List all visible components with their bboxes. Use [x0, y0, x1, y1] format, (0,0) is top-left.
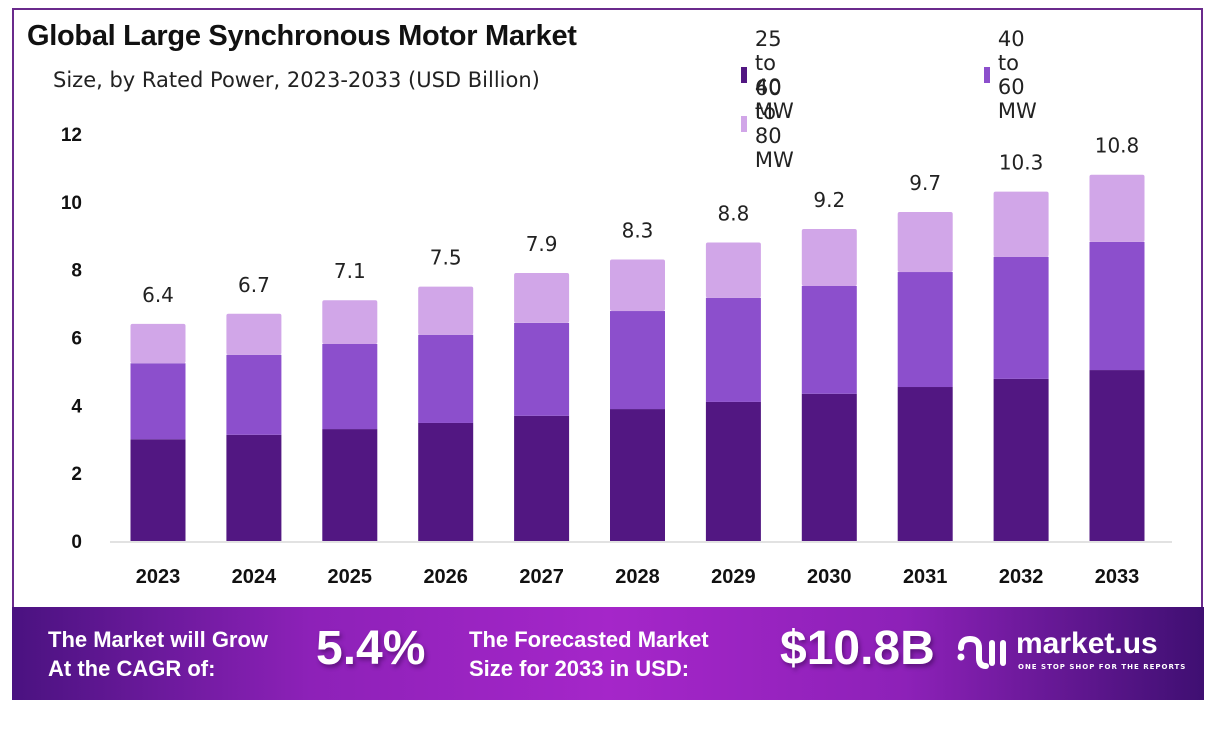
x-tick-label: 2029: [711, 566, 756, 588]
bar-segment-40-to-60-mw-2024: [226, 354, 282, 435]
bar-segment-40-to-60-mw-2023: [130, 363, 186, 440]
data-label-total-2029: 8.8: [717, 202, 749, 226]
bar-segment-60-to-80-mw-2033: [1089, 174, 1145, 242]
y-tick-label: 8: [71, 261, 82, 282]
legend-swatch: [984, 67, 990, 83]
data-label-total-2026: 7.5: [430, 246, 462, 270]
chart-subtitle: Size, by Rated Power, 2023-2033 (USD Bil…: [53, 68, 540, 92]
x-tick-label: 2028: [615, 566, 660, 588]
data-label-total-2023: 6.4: [142, 283, 174, 307]
bar-segment-40-to-60-mw-2029: [705, 297, 761, 402]
x-tick-label: 2026: [423, 566, 468, 588]
x-tick-label: 2033: [1095, 566, 1140, 588]
bar-segment-40-to-60-mw-2027: [514, 322, 570, 416]
bar-segment-25-to-40-mw-2032: [993, 378, 1049, 541]
legend-label: 25 to 40 MW: [754, 27, 794, 123]
summary-banner: The Market will Grow At the CAGR of: 5.4…: [12, 607, 1204, 700]
cagr-label-line1: The Market will Grow: [48, 627, 269, 652]
y-tick-label: 4: [71, 396, 82, 417]
bar-segment-25-to-40-mw-2030: [801, 393, 857, 541]
bar-segment-60-to-80-mw-2027: [514, 273, 570, 323]
bar-segment-25-to-40-mw-2026: [418, 422, 474, 541]
data-label-total-2033: 10.8: [1095, 134, 1140, 158]
stacked-bar-chart: 0 2 4 6 8 10 12 6.4 2023 6.7 2024 7.1 2025 7.5 2026 7.9…: [61, 125, 1172, 588]
data-label-total-2032: 10.3: [999, 151, 1044, 175]
bar-segment-60-to-80-mw-2026: [418, 286, 474, 335]
legend-label: 60 to 80 MW: [754, 76, 794, 172]
x-tick-label: 2032: [999, 566, 1044, 588]
forecast-value: $10.8B: [780, 622, 935, 675]
x-tick-label: 2025: [328, 566, 373, 588]
bar-segment-60-to-80-mw-2032: [993, 191, 1049, 257]
bar-segment-40-to-60-mw-2033: [1089, 241, 1145, 371]
logo-tagline: ONE STOP SHOP FOR THE REPORTS: [1018, 663, 1187, 671]
bar-segment-25-to-40-mw-2025: [322, 429, 378, 541]
x-tick-label: 2030: [807, 566, 852, 588]
bar-segment-40-to-60-mw-2030: [801, 285, 857, 394]
bar-segment-60-to-80-mw-2030: [801, 228, 857, 286]
x-tick-label: 2027: [519, 566, 564, 588]
bar-segment-25-to-40-mw-2027: [514, 415, 570, 541]
bar-segment-25-to-40-mw-2029: [705, 401, 761, 541]
legend-item-40-60mw: 40 to 60 MW: [984, 27, 1047, 123]
bar-segment-60-to-80-mw-2023: [130, 323, 186, 364]
bar-segment-25-to-40-mw-2023: [130, 439, 186, 541]
cagr-value: 5.4%: [316, 622, 426, 675]
bar-segment-60-to-80-mw-2031: [897, 212, 953, 273]
forecast-label-line1: The Forecasted Market: [469, 627, 709, 652]
data-label-total-2031: 9.7: [909, 171, 941, 195]
x-tick-label: 2031: [903, 566, 948, 588]
y-tick-label: 10: [61, 193, 82, 214]
bar-segment-25-to-40-mw-2024: [226, 434, 282, 541]
bar-segment-40-to-60-mw-2028: [610, 311, 665, 410]
bar-segment-25-to-40-mw-2033: [1089, 370, 1145, 541]
data-label-total-2024: 6.7: [238, 273, 270, 297]
bar-segment-60-to-80-mw-2024: [226, 313, 282, 355]
bar-segment-40-to-60-mw-2026: [418, 334, 474, 423]
chart-title: Global Large Synchronous Motor Market: [27, 20, 577, 52]
y-tick-label: 0: [71, 532, 82, 553]
data-label-total-2028: 8.3: [622, 218, 654, 242]
bar-segment-40-to-60-mw-2031: [897, 272, 953, 388]
y-tick-label: 12: [61, 125, 82, 146]
cagr-label: The Market will Grow At the CAGR of:: [48, 625, 268, 683]
legend-label: 40 to 60 MW: [997, 27, 1037, 123]
data-label-total-2027: 7.9: [526, 232, 558, 256]
legend-swatch: [741, 116, 747, 132]
forecast-label: The Forecasted Market Size for 2033 in U…: [469, 625, 709, 683]
logo-name: market.us: [1016, 627, 1158, 660]
data-label-total-2030: 9.2: [813, 188, 845, 212]
data-label-total-2025: 7.1: [334, 259, 366, 283]
market-us-logo-icon: [957, 635, 1006, 669]
bar-segment-60-to-80-mw-2025: [322, 300, 378, 344]
cagr-label-line2: At the CAGR of:: [48, 656, 216, 681]
forecast-label-line2: Size for 2033 in USD:: [469, 656, 690, 681]
x-tick-label: 2024: [232, 566, 277, 588]
legend-item-60-80mw: 60 to 80 MW: [741, 76, 804, 172]
y-tick-label: 2: [71, 464, 82, 485]
legend-swatch: [741, 67, 747, 83]
bar-segment-60-to-80-mw-2029: [705, 242, 761, 298]
y-tick-label: 6: [71, 329, 82, 350]
x-tick-label: 2023: [136, 566, 181, 588]
bar-segment-40-to-60-mw-2032: [993, 256, 1049, 379]
legend-item-25-40mw: 25 to 40 MW: [741, 27, 804, 123]
bar-segment-60-to-80-mw-2028: [610, 259, 665, 312]
bar-segment-25-to-40-mw-2031: [897, 387, 953, 541]
bar-segment-40-to-60-mw-2025: [322, 343, 378, 430]
bar-segment-25-to-40-mw-2028: [610, 409, 665, 541]
